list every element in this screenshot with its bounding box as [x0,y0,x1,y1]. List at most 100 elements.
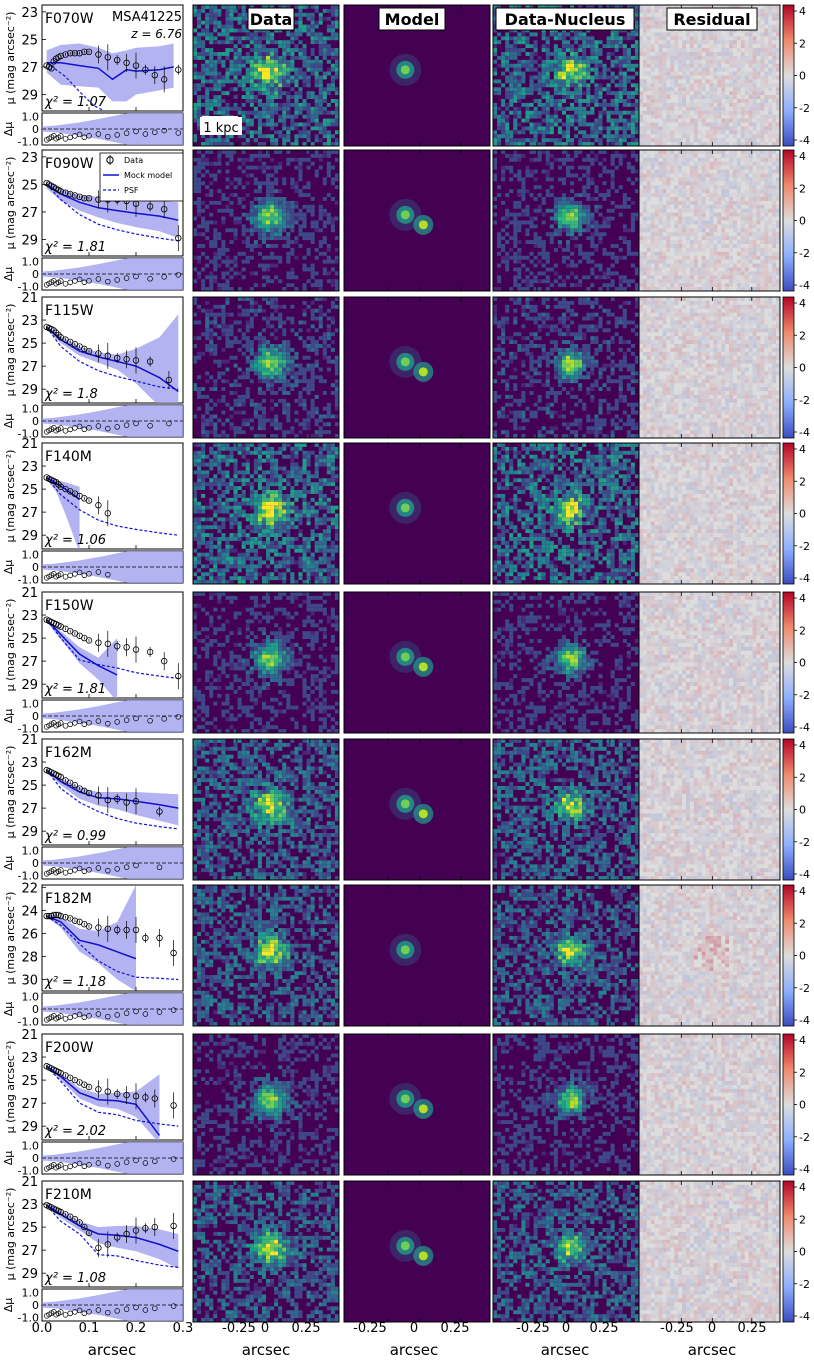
residual-pixel [659,115,663,119]
image-pixel [266,228,270,232]
image-pixel [501,248,505,252]
image-pixel [627,240,631,244]
residual-pixel [710,240,714,244]
residual-pixel [725,154,729,158]
residual-pixel [678,48,682,52]
residual-pixel [764,189,768,193]
residual-pixel [768,185,772,189]
profile-ytick-label: 29 [21,88,38,103]
image-pixel [254,60,258,64]
image-pixel [286,44,290,48]
image-pixel [225,76,229,80]
residual-pixel [706,99,710,103]
residual-pixel [686,103,690,107]
image-pixel [525,283,529,287]
residual-pixel [639,115,643,119]
image-pixel [623,87,627,91]
image-pixel [230,25,234,29]
image-pixel [294,287,298,291]
residual-pixel [776,154,780,158]
residual-pixel [655,103,659,107]
image-pixel [505,142,509,146]
image-pixel [246,52,250,56]
image-pixel [615,111,619,115]
image-pixel [242,21,246,25]
image-pixel [505,240,509,244]
residual-pixel [663,162,667,166]
image-pixel [311,283,315,287]
image-pixel [554,64,558,68]
image-pixel [493,40,497,44]
image-pixel [550,95,554,99]
residual-pixel [757,32,761,36]
image-pixel [631,166,635,170]
image-pixel [242,103,246,107]
image-pixel [525,174,529,178]
image-pixel [517,221,521,225]
image-pixel [315,25,319,29]
residual-pixel [678,236,682,240]
image-pixel [209,72,213,76]
image-pixel [331,177,335,181]
image-pixel [217,158,221,162]
image-pixel [611,91,615,95]
residual-pixel [725,177,729,181]
image-pixel [278,213,282,217]
residual-pixel [757,189,761,193]
image-pixel [335,68,339,72]
residual-pixel [698,181,702,185]
image-pixel [586,123,590,127]
residual-pixel [753,197,757,201]
residual-pixel [706,72,710,76]
residual-pixel [760,76,764,80]
image-pixel [570,174,574,178]
image-pixel [631,264,635,268]
image-pixel [546,95,550,99]
residual-pixel [717,185,721,189]
residual-pixel [760,185,764,189]
image-pixel [505,44,509,48]
image-pixel [234,9,238,13]
residual-pixel [717,197,721,201]
image-pixel [607,91,611,95]
image-pixel [635,283,639,287]
residual-pixel [702,158,706,162]
image-pixel [534,107,538,111]
image-pixel [335,260,339,264]
image-pixel [623,287,627,291]
residual-pixel [663,95,667,99]
image-pixel [258,48,262,52]
residual-pixel [659,197,663,201]
residual-pixel [721,154,725,158]
residual-pixel [760,232,764,236]
profile-ylabel: μ (mag arcsec⁻²) [4,12,17,105]
image-pixel [282,115,286,119]
residual-pixel [733,87,737,91]
residual-pixel [651,123,655,127]
residual-pixel [741,134,745,138]
residual-pixel [760,36,764,40]
image-pixel [290,177,294,181]
image-pixel [534,138,538,142]
image-pixel [209,279,213,283]
image-pixel [505,224,509,228]
image-pixel [607,76,611,80]
image-pixel [627,126,631,130]
image-pixel [578,213,582,217]
image-pixel [258,181,262,185]
image-pixel [250,228,254,232]
image-pixel [586,228,590,232]
residual-pixel [721,185,725,189]
image-pixel [201,40,205,44]
image-pixel [311,162,315,166]
residual-pixel [666,193,670,197]
image-pixel [586,252,590,256]
residual-pixel [670,244,674,248]
image-pixel [311,52,315,56]
residual-pixel [647,29,651,33]
image-pixel [319,252,323,256]
image-pixel [217,107,221,111]
residual-pixel [717,103,721,107]
image-pixel [323,48,327,52]
image-pixel [590,134,594,138]
